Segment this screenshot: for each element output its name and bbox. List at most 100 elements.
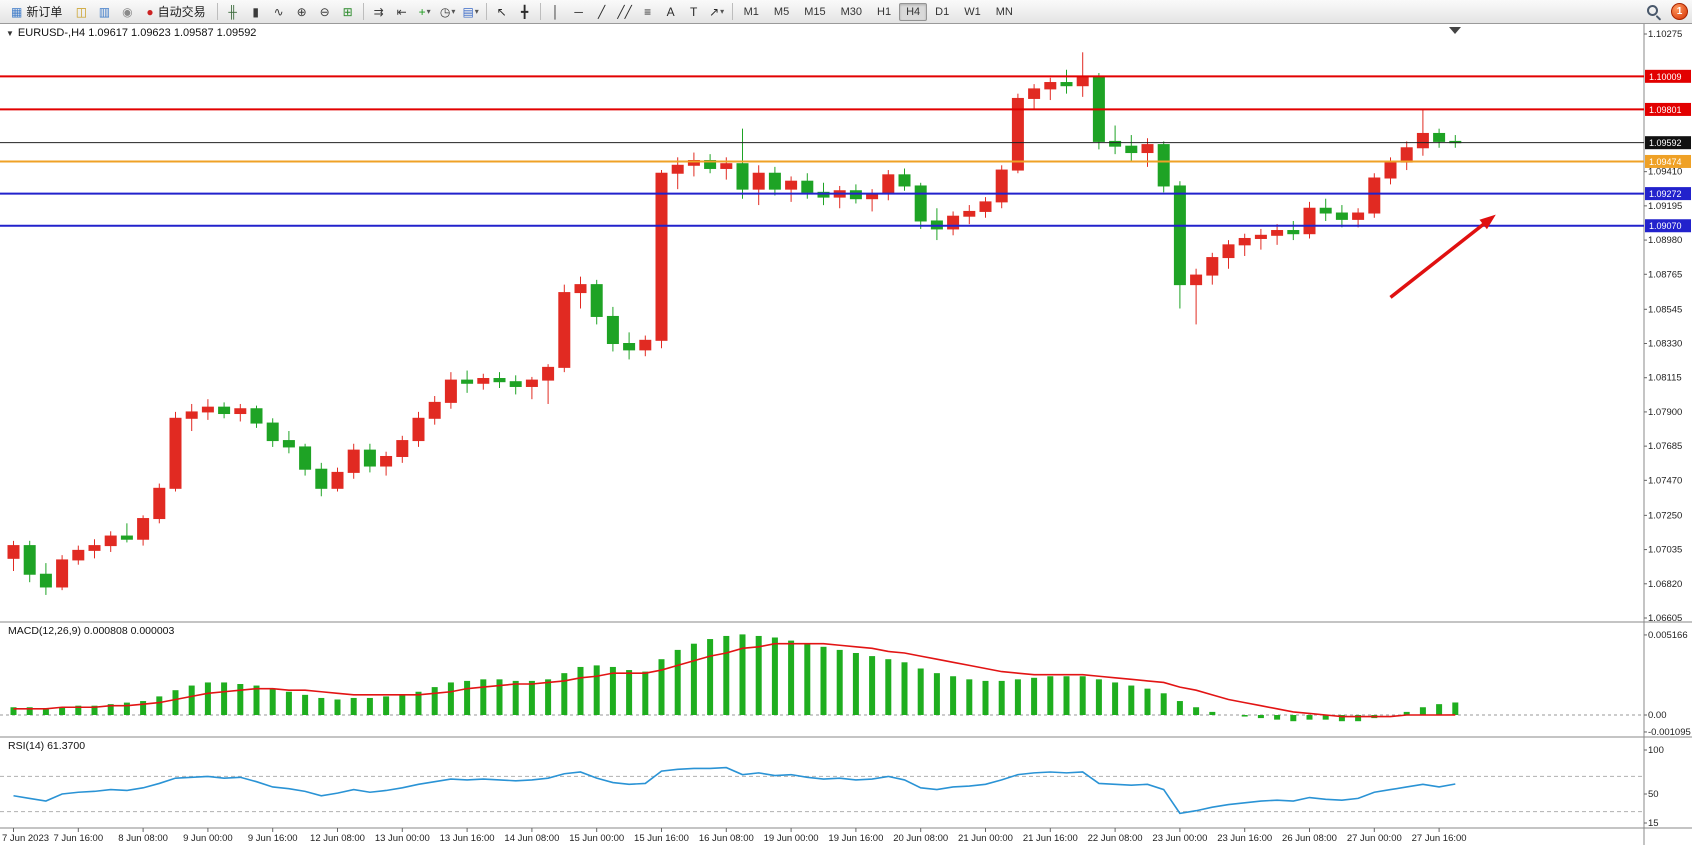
- timeframe-m30-button[interactable]: M30: [840, 5, 862, 18]
- macd-bar: [415, 691, 422, 715]
- timeframe-w1-button[interactable]: W1: [964, 5, 981, 18]
- crosshair-button[interactable]: ╋: [514, 1, 536, 23]
- periods-button-dropdown-icon[interactable]: ▾: [451, 7, 456, 16]
- candle-body: [1157, 144, 1170, 187]
- candle-body: [250, 408, 263, 424]
- price-axis-label: 1.08980: [1648, 235, 1682, 246]
- macd-bar: [75, 705, 82, 715]
- macd-bar: [804, 643, 811, 715]
- macd-bar: [496, 679, 503, 715]
- time-axis-label: 19 Jun 16:00: [828, 833, 883, 844]
- rsi-axis-label: 15: [1648, 818, 1659, 829]
- time-axis-label: 20 Jun 08:00: [893, 833, 948, 844]
- cursor-button[interactable]: ↖: [491, 1, 513, 23]
- trendline-button[interactable]: ╱: [591, 1, 613, 23]
- macd-bar: [172, 690, 179, 715]
- price-axis-label: 1.09195: [1648, 201, 1682, 212]
- macd-bar: [609, 666, 616, 715]
- chart-dropdown-icon[interactable]: ▼: [6, 28, 14, 38]
- candle-body: [1368, 177, 1381, 214]
- auto-trading-button[interactable]: ● 自动交易: [139, 1, 212, 22]
- vertical-line-button[interactable]: │: [545, 1, 567, 23]
- candle-body: [720, 163, 733, 169]
- candle-body: [1416, 132, 1429, 149]
- community-button[interactable]: ◉: [116, 1, 138, 23]
- channel-button[interactable]: ╱╱: [614, 1, 636, 23]
- new-order-button[interactable]: ▦ 新订单: [4, 1, 69, 22]
- time-axis[interactable]: 7 Jun 2023 7 Jun 16:00 8 Jun 08:00 9 Jun 00…: [0, 827, 1692, 844]
- timeframe-m15-button[interactable]: M15: [804, 5, 826, 18]
- search-icon[interactable]: [1645, 3, 1662, 20]
- candle-body: [1011, 97, 1024, 171]
- price-axis-label: 1.07250: [1648, 510, 1682, 521]
- macd-bar: [1241, 715, 1248, 717]
- zoom-in-button[interactable]: ⊕: [291, 1, 313, 23]
- line-chart-button[interactable]: ∿: [268, 1, 290, 23]
- templates-button-dropdown-icon[interactable]: ▾: [474, 7, 479, 16]
- timeframe-mn-button[interactable]: MN: [995, 5, 1013, 18]
- candlestick-chart-button[interactable]: ▮: [245, 1, 267, 23]
- candle-body: [169, 417, 182, 489]
- macd-bar: [626, 670, 633, 715]
- macd-bar: [1031, 677, 1038, 715]
- horizontal-line-button[interactable]: ─: [568, 1, 590, 23]
- candle-body: [752, 172, 765, 190]
- timeframe-m1-button[interactable]: M1: [743, 5, 759, 18]
- bar-chart-button[interactable]: ╫: [222, 1, 244, 23]
- candle-body: [299, 446, 312, 470]
- text-label-button[interactable]: T: [683, 1, 705, 23]
- candle-body: [671, 164, 684, 174]
- macd-bar: [674, 649, 681, 715]
- candle-body: [396, 440, 409, 457]
- time-axis-label: 9 Jun 00:00: [183, 833, 233, 844]
- notification-badge[interactable]: 1: [1671, 3, 1688, 20]
- timeframe-h1-button[interactable]: H1: [877, 5, 892, 18]
- candle-body: [736, 163, 749, 190]
- tile-windows-icon: ⊞: [342, 4, 353, 19]
- indicators-button-dropdown-icon[interactable]: ▾: [426, 7, 431, 16]
- text-icon: A: [666, 4, 675, 19]
- timeframe-h4-button[interactable]: H4: [899, 2, 928, 21]
- candle-body: [768, 172, 781, 190]
- current-price-tag: [1645, 136, 1691, 150]
- macd-bar: [545, 679, 552, 715]
- periods-button[interactable]: ◷ ▾: [437, 1, 459, 23]
- chart-window-button[interactable]: ▥: [93, 1, 115, 23]
- candle-body: [153, 487, 166, 520]
- candle-body: [1060, 82, 1073, 87]
- templates-button[interactable]: ▤ ▾: [460, 1, 482, 23]
- price-axis-label: 1.06605: [1648, 613, 1682, 624]
- arrows-button-dropdown-icon[interactable]: ▾: [720, 7, 725, 16]
- arrows-button[interactable]: ↗ ▾: [706, 1, 728, 23]
- auto-scroll-button[interactable]: ⇉: [368, 1, 390, 23]
- candle-body: [1352, 212, 1365, 220]
- chart-shift-button[interactable]: ⇤: [391, 1, 413, 23]
- candle-body: [477, 378, 490, 384]
- candle-body: [1335, 212, 1348, 220]
- candle-body: [866, 193, 879, 200]
- zoom-out-button[interactable]: ⊖: [314, 1, 336, 23]
- tile-windows-button[interactable]: ⊞: [337, 1, 359, 23]
- candle-body: [882, 174, 895, 195]
- channel-icon: ╱╱: [617, 4, 632, 19]
- price-axis[interactable]: 1.10275 1.09410 1.09195 1.08980 1.08765 1.085…: [1643, 24, 1682, 845]
- candle-body: [1125, 145, 1138, 154]
- candle-body: [1319, 207, 1332, 214]
- chart-window-icon: ▥: [98, 4, 111, 19]
- market-depth-button[interactable]: ◫: [70, 1, 92, 23]
- macd-bar: [140, 701, 147, 715]
- trend-arrow-annotation[interactable]: [1389, 214, 1496, 299]
- text-button[interactable]: A: [660, 1, 682, 23]
- candle-body: [7, 545, 20, 559]
- candle-body: [1303, 207, 1316, 235]
- chart-shift-marker[interactable]: [1449, 27, 1461, 34]
- macd-bar: [788, 640, 795, 715]
- time-axis-label: 23 Jun 00:00: [1152, 833, 1207, 844]
- fibonacci-button[interactable]: ≡: [637, 1, 659, 23]
- indicators-button[interactable]: + ▾: [414, 1, 436, 23]
- arrows-icon: ↗: [709, 4, 720, 19]
- candle-body: [898, 174, 911, 187]
- timeframe-m5-button[interactable]: M5: [773, 5, 790, 18]
- timeframe-d1-button[interactable]: D1: [935, 5, 950, 18]
